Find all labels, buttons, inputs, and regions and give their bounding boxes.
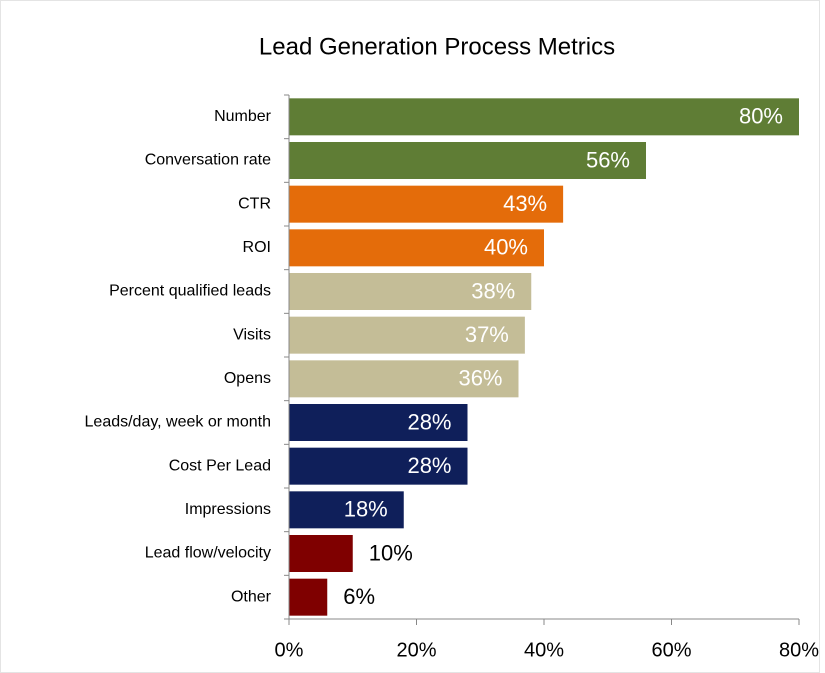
value-label: 18% (344, 497, 388, 522)
bar (289, 447, 468, 485)
y-tick-label: CTR (238, 195, 271, 212)
bar (289, 491, 404, 529)
y-tick-label: Conversation rate (145, 152, 271, 169)
y-tick-label: Other (231, 588, 272, 605)
bar (289, 98, 799, 136)
value-label: 40% (484, 235, 528, 260)
y-tick-label: Impressions (185, 501, 271, 518)
bar (289, 142, 646, 179)
bar (289, 360, 519, 398)
y-tick-label: ROI (243, 239, 271, 256)
y-tick-label: Number (214, 108, 272, 125)
bar (289, 273, 532, 310)
value-label: 43% (503, 191, 547, 216)
x-tick-label: 40% (524, 639, 564, 661)
chart-title: Lead Generation Process Metrics (259, 33, 615, 60)
y-tick-label: Percent qualified leads (109, 283, 271, 300)
bar (289, 185, 564, 223)
x-tick-label: 0% (275, 639, 304, 661)
y-tick-label: Opens (224, 370, 271, 387)
value-label: 28% (407, 409, 451, 434)
bar (289, 316, 525, 354)
value-label: 28% (407, 453, 451, 478)
bar (289, 578, 328, 616)
value-label: 80% (739, 104, 783, 129)
bar (289, 229, 544, 267)
value-label: 37% (465, 322, 509, 347)
y-tick-label: Leads/day, week or month (85, 414, 271, 431)
x-tick-label: 80% (779, 639, 819, 661)
y-tick-label: Lead flow/velocity (145, 545, 271, 562)
value-label: 36% (458, 366, 502, 391)
value-label: 6% (343, 584, 375, 609)
x-tick-label: 20% (396, 639, 436, 661)
bar (289, 404, 468, 441)
x-tick-label: 60% (651, 639, 691, 661)
y-tick-label: Cost Per Lead (169, 457, 271, 474)
value-label: 38% (471, 278, 515, 303)
value-label: 56% (586, 147, 630, 172)
value-label: 10% (369, 540, 413, 565)
bar (289, 535, 353, 572)
y-tick-label: Visits (233, 326, 271, 343)
